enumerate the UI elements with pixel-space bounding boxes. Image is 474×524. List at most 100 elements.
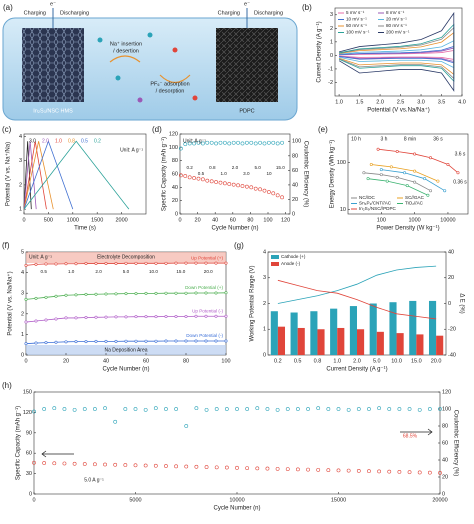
electron-label: e⁻ xyxy=(50,1,56,7)
point xyxy=(244,140,249,145)
point xyxy=(205,178,210,183)
point xyxy=(280,195,284,200)
point xyxy=(24,263,28,267)
x-tick-label: 0.2 xyxy=(274,358,282,364)
point xyxy=(275,141,280,146)
x-tick-label: 5.0 xyxy=(373,358,381,364)
point xyxy=(94,339,98,343)
point xyxy=(44,295,48,299)
point xyxy=(369,163,373,167)
series-label: Down Potential (+) xyxy=(185,285,223,290)
point xyxy=(183,174,188,178)
point xyxy=(133,463,138,468)
x-tick-label: 120 xyxy=(281,217,290,223)
y2-tick-label: 100 xyxy=(292,139,301,145)
point xyxy=(385,179,389,183)
x-tick-label: 5000 xyxy=(129,497,141,503)
point xyxy=(214,261,218,265)
plot-frame xyxy=(33,391,441,495)
point xyxy=(249,140,254,145)
point xyxy=(154,261,158,265)
rate-label: 0.8 xyxy=(209,165,216,170)
x-tick-label: 80 xyxy=(183,358,189,364)
legend-label: Cathode (+) xyxy=(281,254,306,259)
point xyxy=(52,406,57,411)
point xyxy=(144,339,148,343)
y-tick-label: 4 xyxy=(19,134,22,140)
point xyxy=(174,291,178,295)
point xyxy=(113,419,118,424)
point xyxy=(104,339,108,343)
point xyxy=(205,140,210,145)
y-tick-label: -2 xyxy=(328,80,333,86)
series-line xyxy=(23,141,32,210)
point xyxy=(379,168,383,172)
series-line xyxy=(23,141,37,210)
rate-label: 5.0 xyxy=(123,269,130,274)
y2-tick-label: 40 xyxy=(292,182,298,188)
point xyxy=(395,149,399,153)
y-tick-label: 90 xyxy=(26,430,32,436)
point xyxy=(209,140,214,145)
rate-label: 0.5 xyxy=(41,269,48,274)
point xyxy=(42,407,47,411)
x-tick-label: 0 xyxy=(24,358,27,364)
series-line xyxy=(378,148,459,174)
x-tick-label: 0.5 xyxy=(294,358,302,364)
x-axis-label: Cycle Number (n) xyxy=(211,226,258,232)
cathode-label: PDPC xyxy=(239,108,254,114)
y2-tick-label: 40 xyxy=(442,457,448,463)
y-axis-label: Potential (V vs. Na⁺/Na) xyxy=(5,142,12,206)
point xyxy=(366,177,370,181)
point xyxy=(413,152,417,156)
annotation: 68.5% xyxy=(403,433,418,439)
x-tick-label: 3.0 xyxy=(417,99,425,105)
point xyxy=(153,463,158,468)
point xyxy=(143,407,148,412)
point xyxy=(245,407,250,411)
point xyxy=(144,261,148,265)
y-tick-label: 2 xyxy=(263,301,266,307)
point xyxy=(367,407,371,411)
y2-tick-label: 20 xyxy=(448,275,454,281)
y2-tick-label: 100 xyxy=(442,406,451,412)
x-axis-label: Time (s) xyxy=(74,226,96,232)
y-tick-label: 3 xyxy=(330,12,333,18)
na-label: Na⁺ insertion xyxy=(110,40,142,47)
discharging-label: Discharging xyxy=(254,10,283,16)
point xyxy=(44,262,48,266)
x-tick-label: 100 xyxy=(221,358,230,364)
legend-label: 20 mV s⁻¹ xyxy=(386,17,407,22)
annotation: Electrolyte Decomposition xyxy=(97,254,155,260)
point xyxy=(214,314,218,318)
point xyxy=(235,407,239,411)
y-tick-label: 0 xyxy=(175,211,178,217)
plot-frame xyxy=(23,133,147,215)
y2-axis-label: Δ E (%) xyxy=(458,293,464,313)
point xyxy=(164,407,168,411)
plot-frame xyxy=(25,251,227,356)
point xyxy=(154,315,158,319)
x-tick-label: 100 xyxy=(263,217,272,223)
y-axis-label: Working Potential Range (V) xyxy=(250,266,256,342)
point xyxy=(114,262,118,266)
point xyxy=(387,407,392,411)
point xyxy=(227,182,232,186)
point xyxy=(184,291,188,295)
point xyxy=(200,141,205,146)
x-tick-label: 100 xyxy=(377,217,386,223)
point xyxy=(436,179,440,183)
y-tick-label: 1 xyxy=(19,207,22,213)
y-tick-label: 0 xyxy=(263,352,266,358)
plot-frame xyxy=(334,7,463,97)
point xyxy=(214,291,218,295)
x-tick-label: 1000 xyxy=(409,217,421,223)
point xyxy=(74,316,78,320)
point xyxy=(114,339,118,343)
panel-label: (c) xyxy=(2,125,12,134)
anode-pattern xyxy=(22,28,84,102)
legend-label: 200 mV s⁻¹ xyxy=(386,30,410,35)
point xyxy=(326,468,331,473)
point xyxy=(377,406,382,411)
point xyxy=(397,407,402,411)
